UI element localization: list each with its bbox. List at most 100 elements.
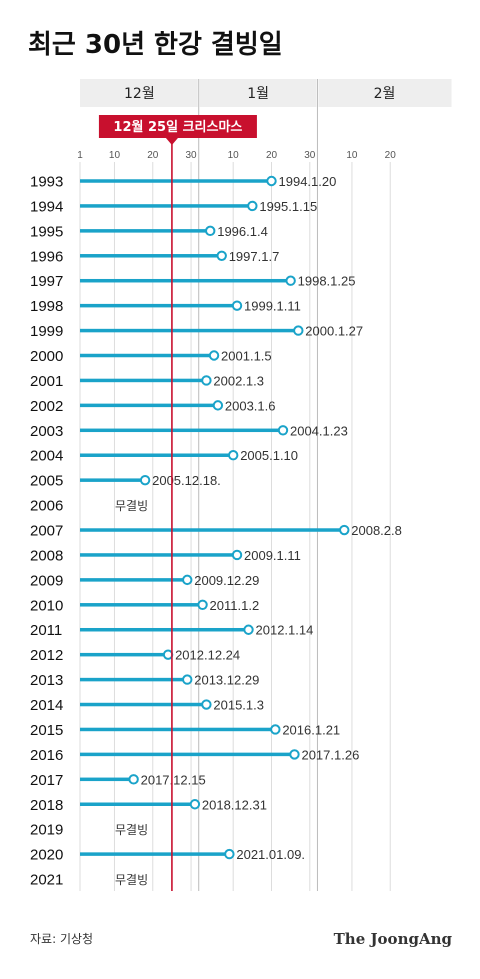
date-label: 2000.1.27 (305, 324, 363, 339)
year-label: 2009 (30, 572, 63, 589)
freeze-dot (293, 325, 304, 336)
tick-label: 30 (186, 150, 198, 161)
date-label: 2009.12.29 (194, 573, 259, 588)
freeze-dot (270, 724, 281, 735)
freeze-bar (80, 478, 146, 482)
year-label: 1995 (30, 223, 63, 240)
tick-label: 10 (346, 150, 358, 161)
tick-label: 10 (228, 150, 240, 161)
month-header-bg (80, 79, 452, 107)
date-label: 2015.1.3 (213, 698, 264, 713)
date-label: 2003.1.6 (225, 398, 276, 413)
freeze-dot (231, 549, 243, 561)
year-label: 2019 (30, 822, 63, 839)
christmas-pointer (165, 138, 178, 145)
freeze-bar (80, 403, 218, 408)
date-label: 1998.1.25 (298, 274, 356, 289)
freeze-dot (208, 350, 220, 361)
freeze-bar (80, 777, 134, 782)
freeze-dot (201, 699, 212, 710)
freeze-dot (182, 574, 193, 586)
year-label: 2011 (30, 622, 62, 639)
month-label: 2월 (374, 86, 396, 102)
freeze-bar (80, 328, 299, 333)
date-label: 2005.12.18. (152, 473, 221, 488)
month-label: 12월 (124, 86, 155, 102)
brand-logo: The JoongAng (334, 930, 453, 948)
freeze-dot (212, 400, 224, 411)
year-label: 2010 (30, 597, 63, 614)
freeze-bar (80, 378, 207, 383)
freeze-bar (80, 802, 195, 806)
freeze-bar (80, 453, 234, 457)
freeze-bar (80, 278, 291, 283)
year-label: 2004 (30, 448, 63, 465)
freeze-bar (80, 353, 215, 358)
freeze-bar (80, 677, 188, 682)
date-label: 2013.12.29 (194, 673, 259, 688)
year-label: 2003 (30, 423, 63, 440)
tick-label: 20 (266, 150, 278, 161)
date-label: 2002.1.3 (213, 373, 264, 388)
freeze-dot (197, 599, 208, 611)
freeze-dot (216, 250, 227, 261)
freeze-bar (80, 553, 238, 557)
date-label: 2004.1.23 (290, 423, 348, 438)
freeze-bar (80, 727, 276, 732)
freeze-bar (80, 179, 272, 183)
year-label: 2008 (30, 547, 63, 564)
date-label: 2016.1.21 (282, 722, 340, 737)
year-label: 1994 (30, 198, 63, 215)
freeze-bar (80, 627, 249, 632)
year-label: 2002 (30, 398, 63, 415)
tick-label: 1 (77, 150, 83, 161)
date-label: 2018.12.31 (202, 797, 267, 812)
date-label: 1996.1.4 (217, 224, 268, 239)
date-label: 2012.12.24 (175, 648, 240, 663)
year-label: 2015 (30, 722, 63, 739)
no-freeze-label: 무결빙 (115, 823, 148, 837)
date-label: 2017.12.15 (141, 772, 206, 787)
year-label: 2013 (30, 672, 63, 689)
tick-label: 10 (109, 150, 121, 161)
date-label: 2017.1.26 (301, 747, 359, 762)
christmas-label-box (98, 115, 257, 138)
month-header: 12월 1월 2월 (80, 79, 452, 107)
freeze-dot (277, 425, 289, 436)
freeze-bar (80, 603, 203, 607)
year-label: 1993 (30, 174, 63, 191)
freeze-dot (139, 474, 151, 486)
grid-lines (79, 79, 391, 892)
freeze-dot (182, 674, 193, 685)
year-label: 1996 (30, 248, 63, 265)
year-label: 2007 (30, 523, 63, 540)
date-label: 2001.1.5 (221, 349, 272, 364)
freeze-dot (247, 200, 258, 212)
date-label: 1999.1.11 (244, 299, 301, 314)
freeze-dot (189, 799, 201, 810)
no-freeze-label: 무결빙 (115, 499, 148, 513)
freeze-dot (224, 848, 235, 860)
freeze-dot (289, 749, 300, 760)
freeze-bar (80, 528, 345, 532)
freeze-bar (80, 428, 283, 433)
year-label: 2017 (30, 772, 63, 789)
freeze-bar (80, 204, 253, 208)
year-label: 2014 (30, 697, 63, 714)
year-label: 2018 (30, 797, 63, 814)
year-label: 2020 (30, 847, 63, 864)
freeze-bar (80, 702, 207, 707)
date-label: 2012.1.14 (256, 623, 314, 638)
year-label: 2016 (30, 747, 63, 764)
freeze-bar (80, 303, 238, 308)
date-label: 2021.01.09. (236, 847, 305, 862)
date-label: 1995.1.15 (259, 199, 317, 214)
freeze-dot (201, 375, 212, 386)
year-label: 2000 (30, 348, 63, 365)
year-label: 2001 (30, 373, 63, 390)
no-freeze-label: 무결빙 (115, 873, 148, 887)
tick-label: 20 (147, 150, 159, 161)
year-label: 1997 (30, 273, 63, 290)
christmas-marker: 12월 25일 크리스마스 (98, 115, 257, 892)
freeze-dot (231, 300, 243, 311)
